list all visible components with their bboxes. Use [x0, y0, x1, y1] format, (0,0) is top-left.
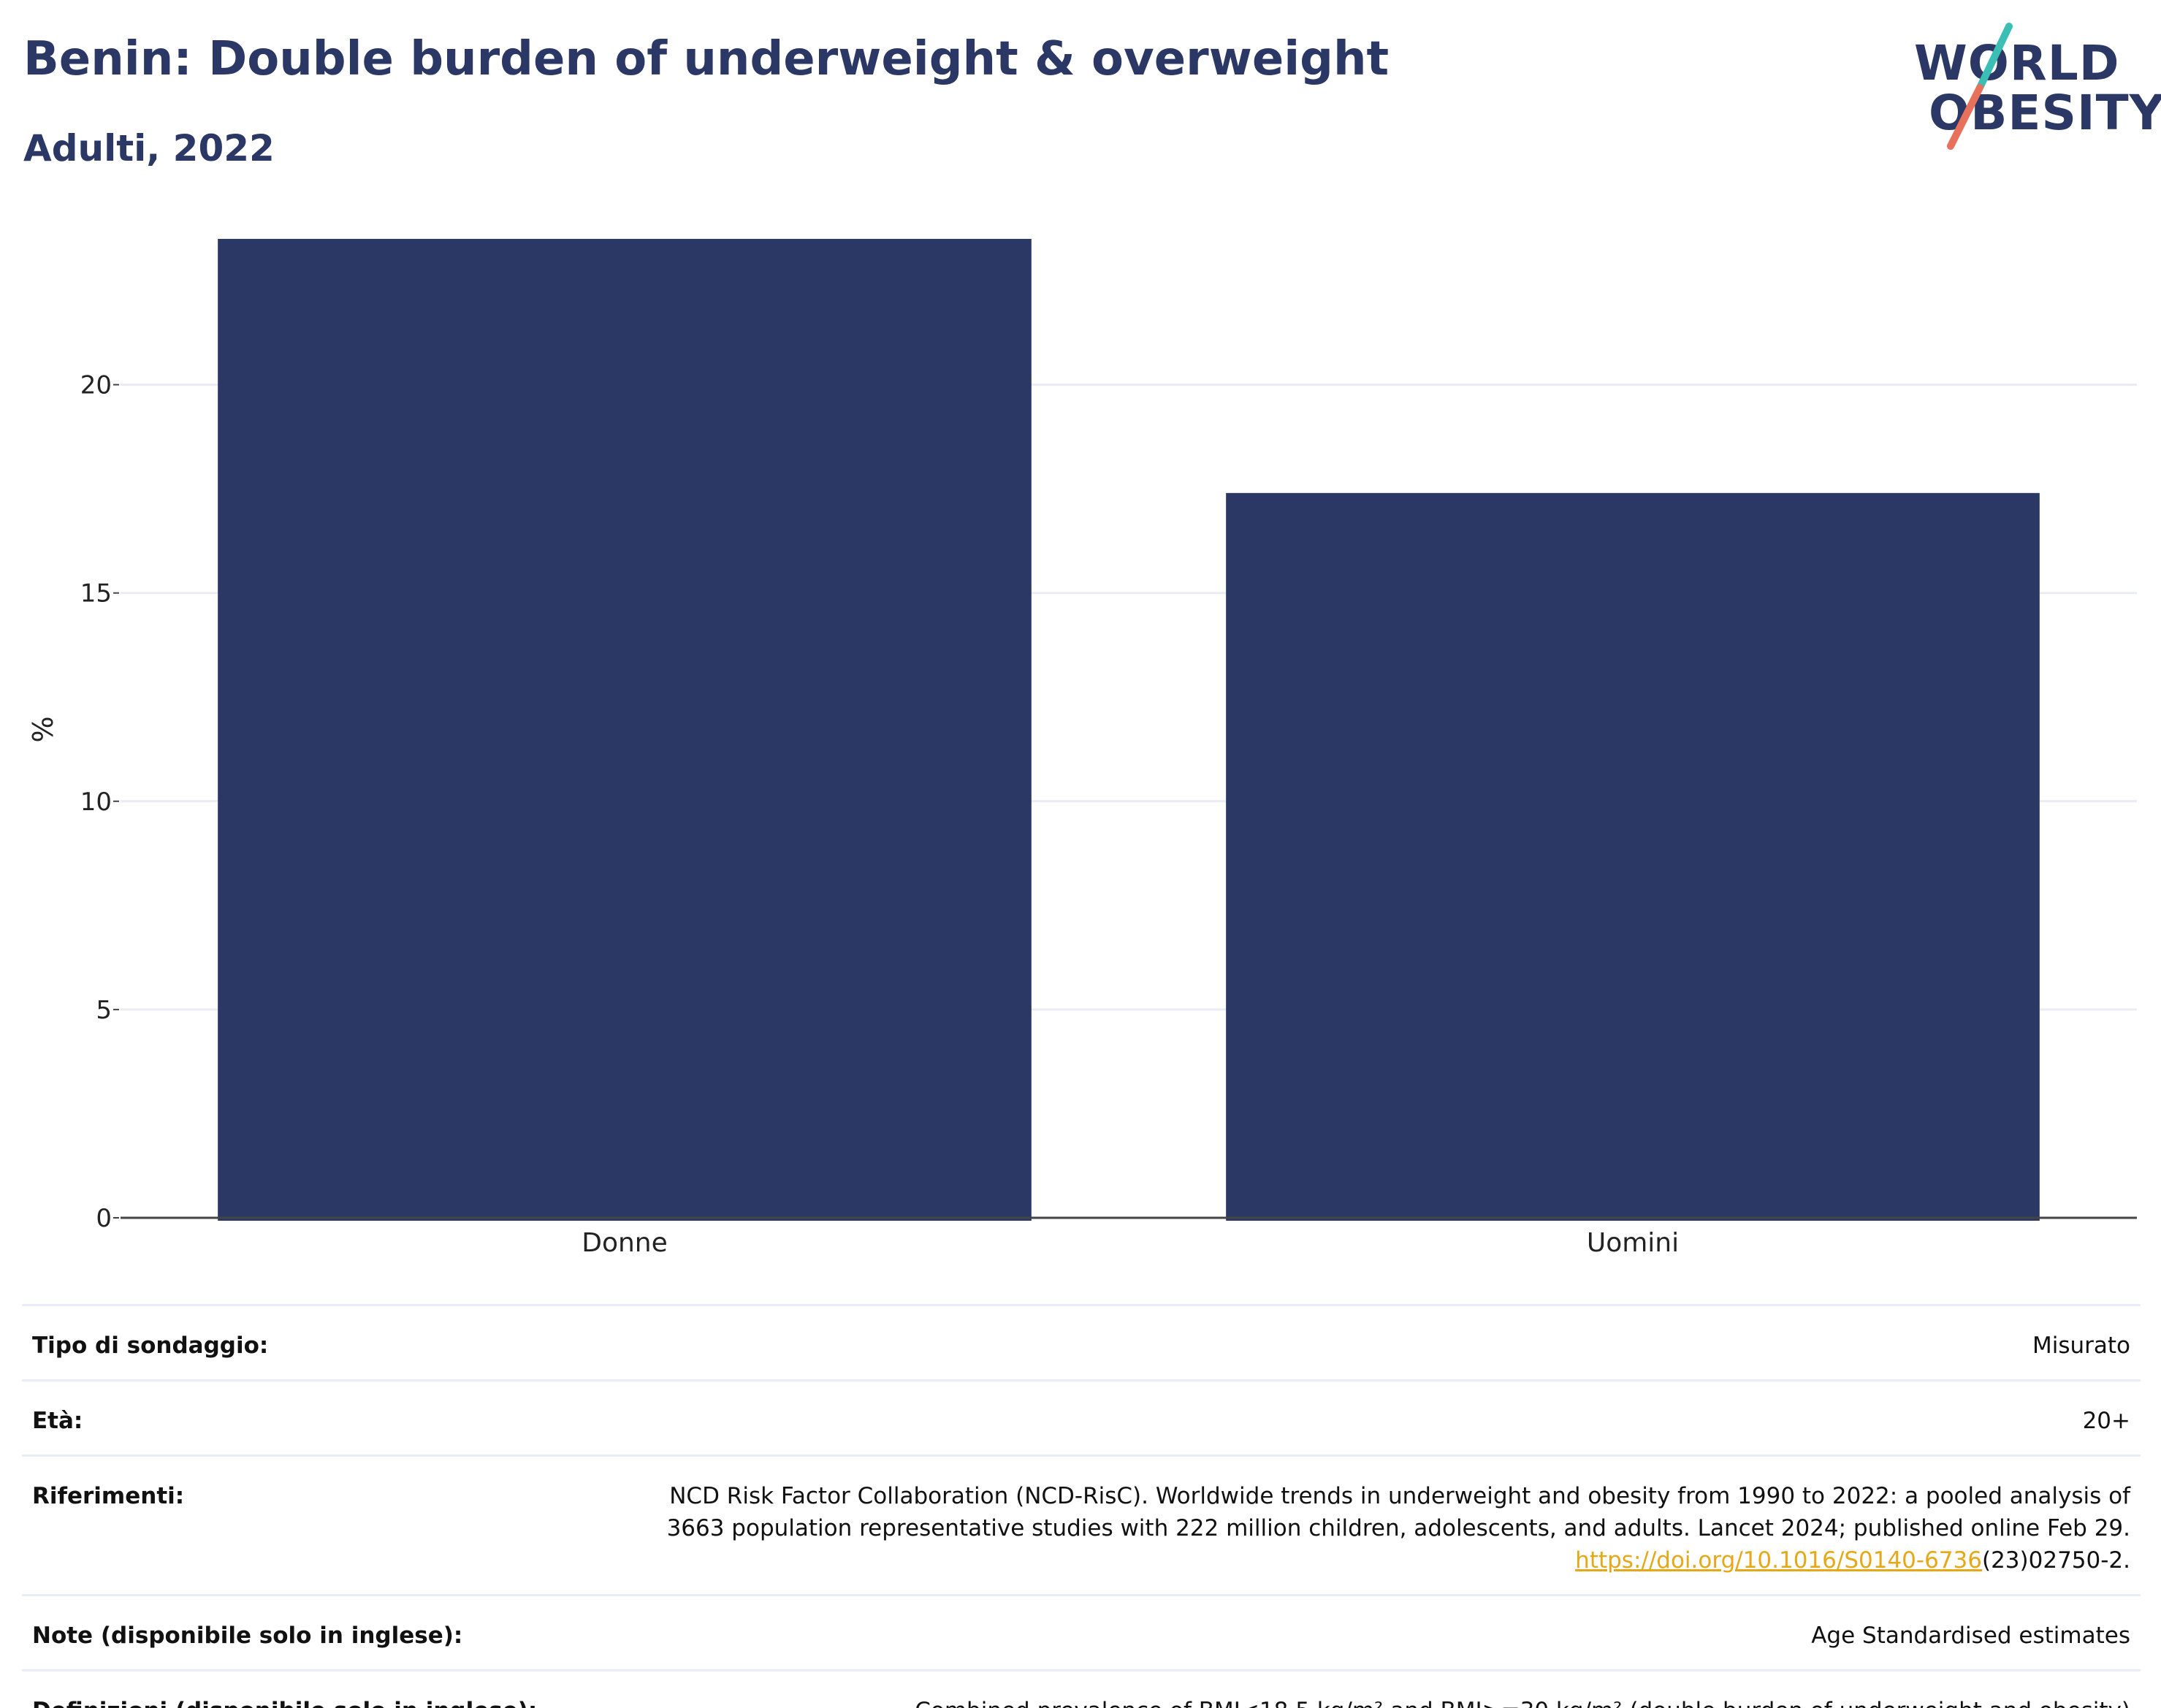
x-tick-label: Uomini [1587, 1228, 1679, 1258]
bar-donne [218, 239, 1032, 1221]
info-row-references: Riferimenti: NCD Risk Factor Collaborati… [22, 1455, 2141, 1594]
x-tick-label: Donne [582, 1228, 668, 1258]
info-value: Combined prevalence of BMI<18.5 kg/m² an… [915, 1695, 2130, 1708]
info-value-references: NCD Risk Factor Collaboration (NCD-RisC)… [667, 1480, 2130, 1577]
y-tick-label: 0 [96, 1204, 112, 1233]
reference-line-1: NCD Risk Factor Collaboration (NCD-RisC)… [669, 1483, 2130, 1509]
info-label: Tipo di sondaggio: [32, 1333, 269, 1359]
y-axis-label: % [27, 716, 59, 742]
info-row-definitions: Definizioni (disponibile solo in inglese… [22, 1669, 2141, 1708]
logo-text-line1: WORLD [1914, 35, 2120, 91]
reference-doi-link[interactable]: https://doi.org/10.1016/S0140-6736 [1575, 1547, 1982, 1574]
logo-slash-icon [1947, 23, 2013, 150]
info-table: Tipo di sondaggio: Misurato Età: 20+ Rif… [22, 1304, 2141, 1708]
y-tick-label: 15 [80, 579, 112, 609]
info-row-age: Età: 20+ [22, 1379, 2141, 1455]
reference-doi-tail: (23)02750-2. [1981, 1547, 2130, 1574]
info-label: Età: [32, 1408, 83, 1434]
reference-line-2: 3663 population representative studies w… [666, 1515, 2130, 1541]
y-tick-label: 5 [96, 996, 112, 1025]
info-label: Definizioni (disponibile solo in inglese… [32, 1695, 537, 1708]
y-tick-label: 10 [80, 788, 112, 817]
chart-subtitle: Adulti, 2022 [23, 127, 275, 169]
y-tick-label: 20 [80, 371, 112, 400]
info-row-survey-type: Tipo di sondaggio: Misurato [22, 1304, 2141, 1379]
info-value: Misurato [2032, 1333, 2130, 1359]
bar-uomini [1226, 492, 2040, 1221]
info-label: Riferimenti: [32, 1483, 185, 1509]
chart-title: Benin: Double burden of underweight & ov… [23, 32, 1390, 86]
info-value: 20+ [2082, 1408, 2130, 1434]
info-label: Note (disponibile solo in inglese): [32, 1623, 463, 1649]
info-value: Age Standardised estimates [1811, 1623, 2130, 1649]
bar-chart: 0 5 10 15 20 Donne Uomini% [27, 239, 2137, 1258]
world-obesity-logo: WORLD OBESITY [1899, 20, 2161, 152]
info-row-notes: Note (disponibile solo in inglese): Age … [22, 1594, 2141, 1669]
